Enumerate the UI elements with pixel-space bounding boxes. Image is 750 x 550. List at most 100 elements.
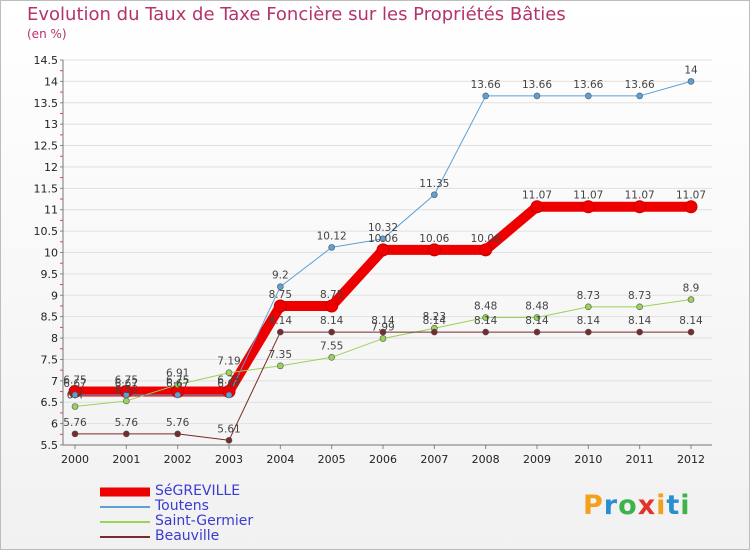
data-point <box>277 362 284 370</box>
data-label: 13.66 <box>471 79 501 91</box>
data-point <box>379 235 387 243</box>
data-label: 7.19 <box>217 356 240 368</box>
data-point <box>431 191 438 199</box>
logo-letter: i <box>656 490 667 521</box>
data-point <box>427 243 441 257</box>
data-label: 5.61 <box>217 423 240 435</box>
data-label: 5.76 <box>115 417 139 429</box>
x-tick-label: 2003 <box>215 453 243 466</box>
legend-item: Toutens <box>100 498 300 514</box>
y-tick-label: 9.5 <box>41 268 59 281</box>
data-point <box>123 391 130 399</box>
data-point <box>174 430 181 438</box>
data-label: 8.14 <box>577 315 601 327</box>
data-label: 6.67 <box>63 378 86 390</box>
x-tick-label: 2010 <box>574 453 602 466</box>
data-point <box>328 244 335 251</box>
y-tick-label: 6 <box>51 418 58 431</box>
data-label: 10.06 <box>471 233 501 245</box>
data-label: 6.75 <box>63 375 86 387</box>
x-tick-label: 2005 <box>318 453 346 466</box>
data-label: 8.75 <box>320 289 343 301</box>
legend-item: Beauville <box>100 528 300 544</box>
logo-letter: r <box>603 490 619 521</box>
data-label: 13.66 <box>573 79 603 91</box>
data-label: 6.75 <box>115 375 138 387</box>
y-tick-label: 7 <box>51 375 58 388</box>
data-label: 8.14 <box>320 315 344 327</box>
data-label: 8.73 <box>628 290 651 302</box>
y-tick-label: 14.5 <box>34 54 59 67</box>
data-label: 6.67 <box>115 378 138 390</box>
data-label: 8.48 <box>474 301 497 313</box>
data-label: 10.06 <box>419 233 449 245</box>
data-label: 11.07 <box>676 190 706 202</box>
data-label: 8.73 <box>577 290 600 302</box>
data-point <box>328 328 335 336</box>
y-tick-label: 10.5 <box>34 225 59 238</box>
proxiti-logo: Proxiti <box>583 490 691 521</box>
x-tick-label: 2007 <box>420 453 448 466</box>
data-point <box>530 200 544 214</box>
data-label: 14 <box>684 64 698 76</box>
logo-letter: x <box>637 490 657 521</box>
data-point <box>687 296 695 303</box>
data-point <box>123 430 130 438</box>
data-point <box>71 391 79 399</box>
y-tick-label: 11.5 <box>34 182 59 195</box>
legend-item: SéGREVILLE <box>100 483 300 499</box>
data-label: 6.67 <box>217 378 240 390</box>
y-tick-label: 13.5 <box>34 97 59 110</box>
x-tick-label: 2001 <box>112 453 140 466</box>
data-label: 11.07 <box>522 190 552 202</box>
data-point <box>225 391 233 399</box>
data-label: 6.91 <box>166 368 189 380</box>
data-point <box>277 328 284 336</box>
legend-item: Saint-Germier <box>100 513 300 529</box>
data-point <box>325 299 339 313</box>
data-label: 8.75 <box>269 289 292 301</box>
data-point <box>328 354 335 361</box>
data-point <box>585 328 592 336</box>
data-point <box>687 78 695 85</box>
x-tick-label: 2009 <box>523 453 551 466</box>
legend: SéGREVILLE Toutens Saint-Germier Beauville <box>100 483 300 544</box>
data-point <box>225 436 233 444</box>
x-tick-label: 2008 <box>472 453 500 466</box>
data-point <box>431 328 438 336</box>
data-point <box>71 403 79 410</box>
data-label: 6.4 <box>67 390 84 402</box>
logo-letter: t <box>666 490 681 521</box>
data-label: 6.67 <box>166 378 189 390</box>
data-label: 8.14 <box>525 315 549 327</box>
y-tick-label: 12 <box>44 161 58 174</box>
data-label: 10.12 <box>317 230 347 242</box>
y-tick-label: 9 <box>51 289 58 302</box>
data-point <box>687 328 695 336</box>
data-label: 5.76 <box>166 417 190 429</box>
data-label: 5.76 <box>63 417 87 429</box>
data-label: 7.35 <box>269 349 292 361</box>
legend-label: Toutens <box>155 498 209 514</box>
data-point <box>277 283 284 291</box>
logo-letter: o <box>618 490 638 521</box>
y-tick-label: 7.5 <box>41 353 59 366</box>
logo-letter: i <box>680 490 691 521</box>
data-point <box>482 328 489 336</box>
data-label: 11.07 <box>573 190 603 202</box>
legend-swatch <box>100 505 150 508</box>
unit-label: (en %) <box>27 27 67 41</box>
data-point <box>636 92 643 100</box>
data-label: 8.14 <box>269 315 293 327</box>
data-point <box>225 369 233 377</box>
data-point <box>71 430 79 438</box>
data-label: 8.14 <box>679 315 703 327</box>
data-point <box>533 92 541 100</box>
x-tick-label: 2004 <box>266 453 294 466</box>
data-label: 10.32 <box>368 222 398 234</box>
data-label: 6.75 <box>217 375 240 387</box>
data-point <box>533 328 541 336</box>
data-label: 8.23 <box>423 311 446 323</box>
